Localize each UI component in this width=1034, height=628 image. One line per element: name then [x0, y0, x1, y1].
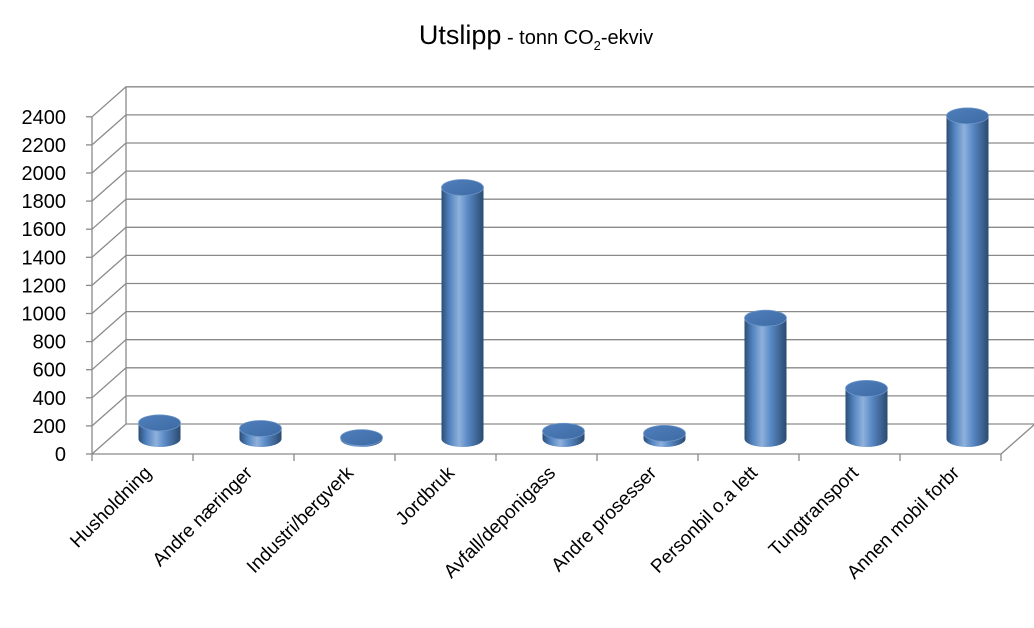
y-tick-label: 400 [33, 388, 66, 410]
y-tick-label: 200 [33, 416, 66, 438]
chart-title-subscript: 2 [594, 38, 601, 53]
bar-top [340, 429, 383, 446]
y-tick-label: 800 [33, 332, 66, 354]
y-tick-label: 1800 [22, 191, 67, 213]
bar-body [845, 388, 888, 447]
x-tick-label: Industri/bergverk [243, 462, 358, 577]
bar-body [946, 115, 989, 447]
y-tick-label: 2000 [22, 163, 67, 185]
gridline [91, 142, 1034, 174]
gridlines [91, 86, 1034, 455]
y-tick-label: 1200 [22, 275, 67, 297]
x-tick-label: Annen mobil forbr [843, 462, 964, 583]
gridline [91, 282, 1034, 314]
y-tick-label: 2200 [22, 135, 67, 157]
chart-title: Utslipp - tonn CO2-ekviv [419, 20, 653, 53]
bar-top [744, 309, 787, 327]
bar-body [441, 187, 484, 447]
bar [744, 309, 787, 447]
x-tick-label: Jordbruk [392, 462, 459, 529]
bar-body [744, 318, 787, 447]
bar [441, 179, 484, 447]
gridline [91, 310, 1034, 343]
bar [138, 414, 181, 447]
bar-top [845, 380, 888, 397]
y-axis-ticks: 0 200 400 600 800 1000 1200 1400 1600 1800 2000 220… [22, 107, 67, 466]
svg-text:Utslipp - tonn CO2-ekviv: Utslipp - tonn CO2-ekviv [419, 20, 653, 53]
bar-top [138, 414, 181, 432]
x-tick-label: Tungtransport [765, 462, 864, 561]
y-tick-label: 600 [33, 360, 66, 382]
bar-top [441, 179, 484, 196]
bar [340, 429, 383, 447]
y-tick-label: 1400 [22, 247, 67, 269]
bar [845, 380, 888, 447]
x-tick-label: Avfall/deponigass [440, 463, 560, 583]
x-tick-label: Personbil o.a lett [647, 462, 762, 577]
x-tick-label: Andre næringer [149, 462, 258, 571]
gridline [91, 339, 1034, 371]
floor-right-edge [1000, 424, 1034, 455]
y-tick-label: 1000 [22, 304, 67, 326]
bar-top [643, 424, 686, 442]
chart-title-main: Utslipp [419, 20, 502, 50]
gridline [91, 254, 1034, 286]
gridline [91, 226, 1034, 258]
bar [239, 420, 282, 447]
gridline [91, 86, 1034, 118]
bar [542, 422, 585, 447]
gridline [91, 198, 1034, 230]
bar-top [946, 107, 989, 125]
gridline [91, 423, 1034, 455]
bar-top [542, 422, 585, 440]
bar [643, 424, 686, 447]
y-tick-label: 2400 [22, 107, 67, 129]
bar-top [239, 420, 282, 437]
bars [138, 107, 989, 447]
chart-title-unit: - tonn CO [501, 27, 593, 49]
x-tick-label: Andre prosesser [548, 462, 662, 576]
chart-title-unit-suffix: -ekviv [601, 27, 653, 49]
y-tick-label: 0 [55, 444, 66, 466]
x-axis [86, 116, 1034, 461]
y-tick-label: 1600 [22, 219, 67, 241]
gridline [91, 170, 1034, 202]
bar [946, 107, 989, 447]
x-tick-label: Husholdning [66, 463, 156, 553]
gridline [91, 114, 1034, 146]
gridline [91, 395, 1034, 427]
gridline [91, 367, 1034, 399]
